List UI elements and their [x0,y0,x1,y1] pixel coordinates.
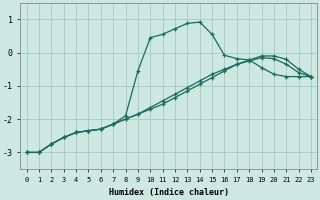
X-axis label: Humidex (Indice chaleur): Humidex (Indice chaleur) [109,188,229,197]
